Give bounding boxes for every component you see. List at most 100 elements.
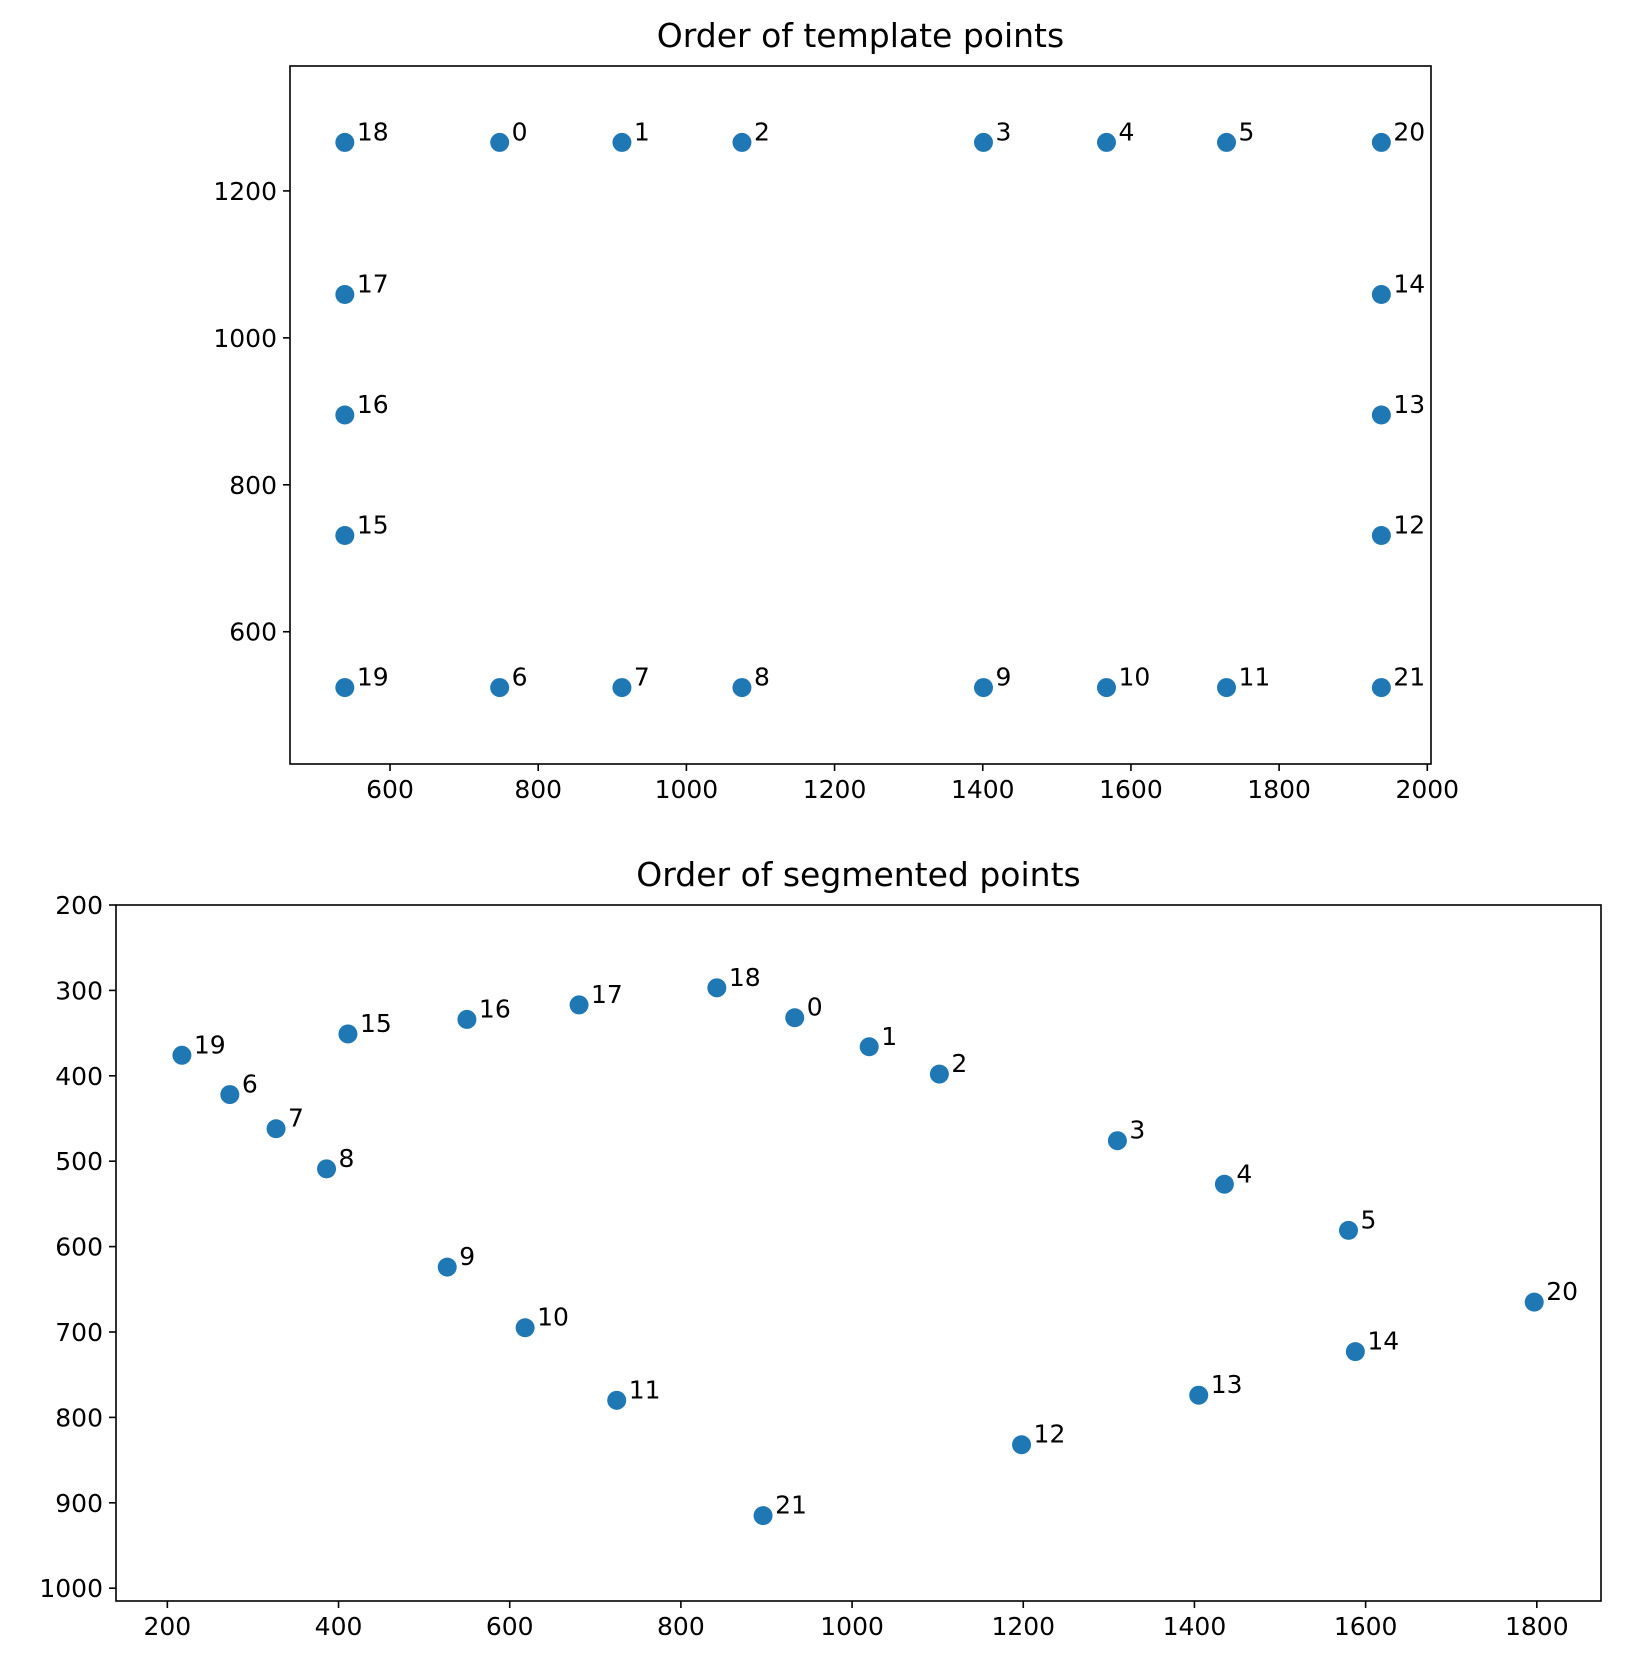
template-point-0	[490, 132, 510, 152]
template-point-label-11: 11	[1239, 663, 1271, 692]
segmented-point-label-14: 14	[1367, 1327, 1399, 1356]
segmented-point-label-15: 15	[360, 1009, 392, 1038]
segmented-y-tick-label: 700	[55, 1318, 103, 1347]
template-point-1	[612, 132, 632, 152]
segmented-x-tick-label: 1600	[1334, 1612, 1398, 1641]
segmented-point-5	[1339, 1220, 1359, 1240]
segmented-point-9	[437, 1257, 457, 1277]
template-point-label-16: 16	[357, 390, 389, 419]
template-point-11	[1217, 678, 1237, 698]
segmented-point-label-6: 6	[242, 1070, 258, 1099]
segmented-point-label-8: 8	[339, 1144, 355, 1173]
template-x-tick-label: 1800	[1247, 775, 1311, 804]
segmented-point-6	[220, 1085, 240, 1105]
template-point-label-4: 4	[1118, 117, 1134, 146]
segmented-point-14	[1345, 1342, 1365, 1362]
segmented-y-tick-label: 500	[55, 1147, 103, 1176]
segmented-chart-title: Order of segmented points	[636, 855, 1080, 894]
segmented-x-tick-label: 1400	[1163, 1612, 1227, 1641]
segmented-y-tick-label: 300	[55, 976, 103, 1005]
segmented-point-label-4: 4	[1236, 1159, 1252, 1188]
template-point-label-1: 1	[634, 117, 650, 146]
segmented-point-label-3: 3	[1129, 1116, 1145, 1145]
template-x-tick-label: 800	[514, 775, 562, 804]
segmented-point-7	[266, 1119, 286, 1139]
template-point-15	[335, 525, 355, 545]
template-y-tick-label: 600	[229, 618, 277, 647]
template-point-18	[335, 132, 355, 152]
segmented-point-label-20: 20	[1546, 1277, 1578, 1306]
segmented-point-label-13: 13	[1211, 1370, 1243, 1399]
segmented-x-tick-label: 1800	[1505, 1612, 1569, 1641]
template-x-tick-label: 1200	[803, 775, 867, 804]
template-point-19	[335, 678, 355, 698]
template-point-label-20: 20	[1393, 117, 1425, 146]
segmented-points-chart: Order of segmented points 200 400 600 800 100…	[39, 855, 1602, 1641]
template-point-label-19: 19	[357, 663, 389, 692]
template-point-8	[732, 678, 752, 698]
segmented-point-3	[1107, 1131, 1127, 1151]
template-point-label-15: 15	[357, 510, 389, 539]
template-x-tick-label: 1600	[1099, 775, 1163, 804]
segmented-point-13	[1189, 1385, 1209, 1405]
segmented-point-11	[607, 1390, 627, 1410]
segmented-point-0	[785, 1008, 805, 1028]
segmented-point-4	[1214, 1174, 1234, 1194]
template-point-20	[1371, 132, 1391, 152]
segmented-point-label-10: 10	[537, 1303, 569, 1332]
template-point-13	[1371, 405, 1391, 425]
segmented-point-20	[1524, 1292, 1544, 1312]
segmented-point-label-5: 5	[1361, 1205, 1377, 1234]
template-point-label-8: 8	[754, 663, 770, 692]
template-y-tick-label: 1000	[213, 324, 277, 353]
segmented-y-tick-label: 600	[55, 1233, 103, 1262]
segmented-point-label-19: 19	[194, 1030, 226, 1059]
template-point-label-5: 5	[1239, 117, 1255, 146]
template-x-tick-label: 600	[366, 775, 414, 804]
template-point-label-18: 18	[357, 117, 389, 146]
segmented-x-tick-label: 1000	[820, 1612, 884, 1641]
segmented-point-label-2: 2	[951, 1049, 967, 1078]
template-point-label-10: 10	[1118, 663, 1150, 692]
segmented-point-label-17: 17	[591, 980, 623, 1009]
segmented-x-tick-label: 400	[315, 1612, 363, 1641]
segmented-y-tick-label: 800	[55, 1403, 103, 1432]
template-x-tick-label: 1000	[655, 775, 719, 804]
template-point-6	[490, 678, 510, 698]
segmented-point-16	[457, 1009, 477, 1029]
template-point-9	[973, 678, 993, 698]
segmented-x-tick-label: 800	[657, 1612, 705, 1641]
segmented-point-12	[1012, 1435, 1032, 1455]
segmented-point-18	[707, 978, 727, 998]
template-point-label-14: 14	[1393, 270, 1425, 299]
template-point-label-7: 7	[634, 663, 650, 692]
segmented-y-tick-label: 900	[55, 1489, 103, 1518]
segmented-point-label-18: 18	[729, 963, 761, 992]
template-point-5	[1217, 132, 1237, 152]
template-point-label-2: 2	[754, 117, 770, 146]
template-point-10	[1096, 678, 1116, 698]
segmented-point-label-11: 11	[629, 1375, 661, 1404]
segmented-y-tick-label: 200	[55, 891, 103, 920]
template-point-label-6: 6	[512, 663, 528, 692]
template-chart-title: Order of template points	[657, 16, 1064, 55]
template-point-21	[1371, 678, 1391, 698]
template-point-label-0: 0	[512, 117, 528, 146]
segmented-point-2	[929, 1064, 949, 1084]
template-point-label-3: 3	[995, 117, 1011, 146]
segmented-point-21	[753, 1506, 773, 1526]
segmented-point-19	[172, 1045, 192, 1065]
template-y-tick-label: 1200	[213, 177, 277, 206]
segmented-point-15	[338, 1024, 358, 1044]
template-point-label-12: 12	[1393, 510, 1425, 539]
segmented-point-label-12: 12	[1034, 1420, 1066, 1449]
template-point-14	[1371, 285, 1391, 305]
segmented-point-label-9: 9	[459, 1242, 475, 1271]
segmented-point-label-16: 16	[479, 994, 511, 1023]
template-plot-frame	[289, 65, 1432, 765]
template-point-label-9: 9	[995, 663, 1011, 692]
template-point-17	[335, 285, 355, 305]
segmented-point-10	[515, 1318, 535, 1338]
